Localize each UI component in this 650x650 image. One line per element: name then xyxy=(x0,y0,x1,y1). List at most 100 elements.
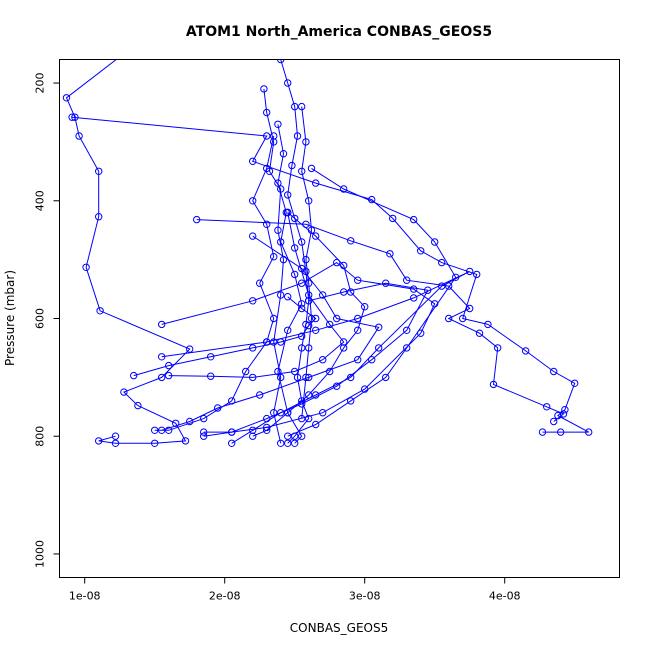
data-point xyxy=(417,247,425,255)
y-tick-label: 200 xyxy=(34,73,47,94)
data-point xyxy=(375,344,383,352)
data-point xyxy=(298,167,306,176)
x-tick-label: 4e-08 xyxy=(489,590,521,603)
data-point xyxy=(298,432,306,440)
data-point xyxy=(249,197,257,205)
data-point xyxy=(82,263,90,271)
data-point xyxy=(277,373,285,382)
data-point xyxy=(305,391,313,399)
series-line xyxy=(154,135,275,431)
data-point xyxy=(158,353,166,361)
data-point xyxy=(475,329,484,337)
data-point xyxy=(270,138,278,146)
data-point xyxy=(200,414,208,423)
data-point xyxy=(410,285,418,293)
data-point xyxy=(298,300,306,308)
data-point xyxy=(543,403,551,411)
data-point xyxy=(424,286,432,294)
data-point xyxy=(249,432,257,440)
data-point xyxy=(75,132,83,140)
data-point xyxy=(312,326,320,334)
data-point xyxy=(557,428,565,436)
data-point xyxy=(284,79,292,87)
data-point xyxy=(302,373,310,382)
data-point xyxy=(249,373,257,382)
data-point xyxy=(270,253,278,261)
data-point xyxy=(459,314,467,323)
data-point xyxy=(340,261,348,270)
series-line xyxy=(263,88,285,444)
data-point xyxy=(96,307,104,315)
data-point xyxy=(207,353,215,361)
data-point xyxy=(284,326,292,334)
data-point xyxy=(361,303,369,311)
data-point xyxy=(389,214,397,223)
data-point xyxy=(307,164,316,173)
data-point xyxy=(172,419,180,427)
plot-series xyxy=(62,59,593,447)
data-point xyxy=(410,294,418,302)
data-point xyxy=(111,439,120,447)
data-point xyxy=(277,409,285,417)
data-point xyxy=(95,437,103,445)
series-line xyxy=(196,219,565,422)
data-point xyxy=(438,258,446,267)
data-point xyxy=(410,215,418,224)
data-point xyxy=(305,321,313,330)
data-point xyxy=(151,439,159,447)
data-point xyxy=(319,291,327,299)
data-point xyxy=(284,293,292,301)
data-point xyxy=(277,185,285,193)
data-point xyxy=(484,320,492,329)
data-point xyxy=(550,417,558,426)
data-point xyxy=(260,85,268,93)
data-point xyxy=(284,439,292,447)
series-line xyxy=(161,235,380,431)
series-line xyxy=(252,212,366,437)
data-point xyxy=(279,255,288,264)
chart-title: ATOM1 North_America CONBAS_GEOS5 xyxy=(186,24,492,40)
data-point xyxy=(165,361,173,370)
series-line xyxy=(168,212,345,378)
data-point xyxy=(165,426,173,434)
series-line xyxy=(72,116,589,433)
data-point xyxy=(561,406,569,414)
y-tick-label: 800 xyxy=(34,426,47,447)
data-point xyxy=(62,94,71,102)
data-point xyxy=(298,332,306,340)
data-point xyxy=(403,344,411,352)
data-point xyxy=(340,344,348,352)
data-point xyxy=(382,279,390,287)
plot-frame xyxy=(59,59,620,578)
series-line xyxy=(287,167,457,437)
data-point xyxy=(333,314,341,323)
data-point xyxy=(354,326,362,334)
y-tick-label: 600 xyxy=(34,308,47,329)
data-point xyxy=(382,373,390,382)
data-point xyxy=(466,304,474,313)
data-point xyxy=(71,113,79,121)
data-point xyxy=(200,432,208,440)
data-point xyxy=(256,391,264,399)
x-tick-label: 3e-08 xyxy=(349,590,381,603)
y-tick-label: 400 xyxy=(34,190,47,211)
data-point xyxy=(68,113,76,121)
series-line xyxy=(301,106,313,419)
data-point xyxy=(158,373,166,382)
data-point xyxy=(277,59,285,64)
data-point xyxy=(354,276,362,284)
data-point xyxy=(228,397,236,405)
data-point xyxy=(305,297,313,305)
x-tick-label: 2e-08 xyxy=(209,590,241,603)
data-point xyxy=(291,102,299,111)
data-point xyxy=(305,414,313,423)
data-point xyxy=(340,288,348,296)
data-point xyxy=(473,270,481,279)
data-point xyxy=(386,250,394,258)
data-point xyxy=(134,401,142,410)
data-point xyxy=(291,244,299,252)
data-point xyxy=(95,213,103,221)
data-point xyxy=(263,132,271,140)
data-point xyxy=(274,226,282,234)
